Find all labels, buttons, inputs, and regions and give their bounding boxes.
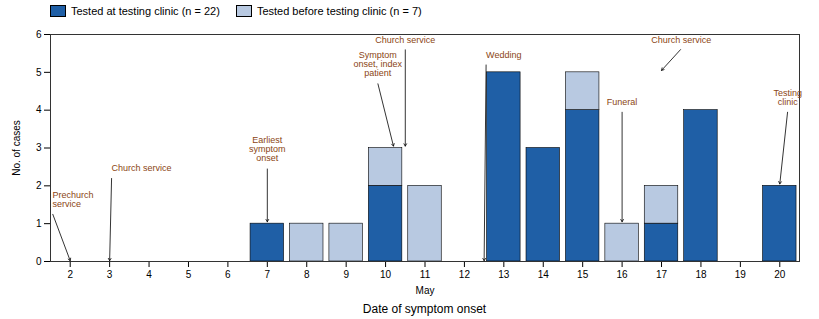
svg-text:4: 4 xyxy=(146,269,152,280)
svg-text:Church service: Church service xyxy=(375,35,435,45)
svg-text:3: 3 xyxy=(107,269,113,280)
svg-text:15: 15 xyxy=(577,269,589,280)
svg-text:1: 1 xyxy=(36,218,42,229)
svg-text:Prechurchservice: Prechurchservice xyxy=(52,190,93,209)
svg-text:13: 13 xyxy=(498,269,510,280)
svg-text:Funeral: Funeral xyxy=(607,97,638,107)
svg-text:9: 9 xyxy=(343,269,349,280)
svg-text:5: 5 xyxy=(36,67,42,78)
svg-text:11: 11 xyxy=(420,269,431,280)
svg-text:14: 14 xyxy=(538,269,550,280)
svg-text:16: 16 xyxy=(617,269,629,280)
svg-text:10: 10 xyxy=(380,269,392,280)
svg-text:Wedding: Wedding xyxy=(486,50,521,60)
svg-text:Church service: Church service xyxy=(651,35,711,45)
svg-text:6: 6 xyxy=(225,269,231,280)
svg-text:No. of cases: No. of cases xyxy=(11,120,22,176)
svg-text:2: 2 xyxy=(67,269,73,280)
svg-text:5: 5 xyxy=(186,269,192,280)
svg-text:May: May xyxy=(416,285,435,296)
svg-text:Earliestsymptomonset: Earliestsymptomonset xyxy=(249,135,286,163)
svg-text:18: 18 xyxy=(695,269,707,280)
svg-text:4: 4 xyxy=(36,104,42,115)
svg-text:Church service: Church service xyxy=(112,163,172,173)
svg-text:20: 20 xyxy=(774,269,786,280)
svg-text:8: 8 xyxy=(304,269,310,280)
svg-text:Symptomonset, indexpatient: Symptomonset, indexpatient xyxy=(353,50,402,78)
svg-text:3: 3 xyxy=(36,142,42,153)
html-text:Tested at testing clinic (n =: Tested at testing clinic (n = 22) xyxy=(71,5,220,17)
svg-text:17: 17 xyxy=(656,269,668,280)
svg-text:2: 2 xyxy=(36,180,42,191)
svg-text:12: 12 xyxy=(459,269,471,280)
html-text:Tested before testing clinic (: Tested before testing clinic (n = 7) xyxy=(256,5,422,17)
svg-text:0: 0 xyxy=(36,256,42,267)
svg-text:6: 6 xyxy=(36,29,42,40)
svg-text:Testingclinic: Testingclinic xyxy=(773,88,802,107)
svg-text:19: 19 xyxy=(735,269,747,280)
html-text:Date of symptom onset: Date of symptom onset xyxy=(362,302,487,316)
svg-text:7: 7 xyxy=(265,269,271,280)
